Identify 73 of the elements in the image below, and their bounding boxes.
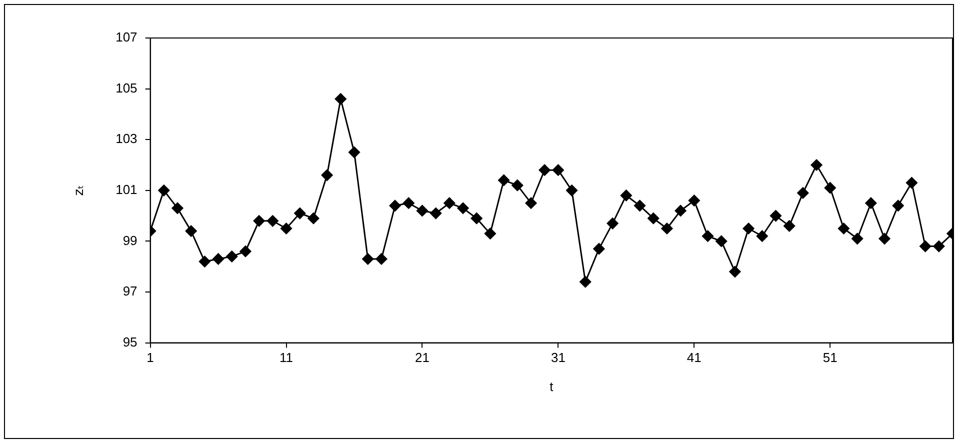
point bbox=[158, 184, 170, 196]
x-tick-label: 31 bbox=[550, 350, 566, 366]
point bbox=[566, 184, 578, 196]
point bbox=[362, 253, 374, 265]
point bbox=[634, 200, 646, 212]
point bbox=[348, 146, 360, 158]
y-tick-label: 107 bbox=[116, 30, 138, 45]
y-tick-label: 103 bbox=[116, 131, 138, 146]
point bbox=[457, 202, 469, 214]
point bbox=[742, 222, 754, 234]
point bbox=[538, 164, 550, 176]
point bbox=[593, 243, 605, 255]
point bbox=[688, 194, 700, 206]
point bbox=[865, 197, 877, 209]
x-axis-title: t bbox=[550, 378, 554, 394]
x-tick-label: 41 bbox=[686, 350, 702, 366]
point bbox=[878, 232, 890, 244]
point bbox=[444, 197, 456, 209]
point bbox=[484, 228, 496, 240]
point bbox=[280, 222, 292, 234]
point bbox=[430, 208, 442, 220]
x-tick-label: 21 bbox=[414, 350, 430, 366]
point bbox=[661, 222, 673, 234]
y-axis-title: zₜ bbox=[72, 184, 88, 196]
point bbox=[716, 235, 728, 247]
point bbox=[852, 232, 864, 244]
point bbox=[770, 210, 782, 222]
point bbox=[784, 220, 796, 232]
point bbox=[266, 215, 278, 227]
point bbox=[294, 208, 306, 220]
point bbox=[824, 182, 836, 194]
point bbox=[674, 204, 686, 216]
point bbox=[334, 93, 346, 105]
point bbox=[702, 230, 714, 242]
point bbox=[498, 174, 510, 186]
point bbox=[525, 197, 537, 209]
point bbox=[389, 200, 401, 212]
point bbox=[172, 202, 184, 214]
point bbox=[240, 246, 252, 258]
point bbox=[933, 240, 945, 252]
point bbox=[512, 180, 524, 192]
y-tick-label: 99 bbox=[122, 232, 138, 248]
point bbox=[321, 169, 333, 181]
point bbox=[552, 164, 564, 176]
point bbox=[416, 204, 428, 216]
point bbox=[212, 253, 224, 265]
point bbox=[470, 212, 482, 224]
x-tick-label: 1 bbox=[146, 350, 154, 366]
point bbox=[906, 177, 918, 189]
x-tick-label: 51 bbox=[822, 350, 838, 366]
x-tick-label: 11 bbox=[280, 350, 294, 366]
point bbox=[185, 225, 197, 237]
point bbox=[920, 240, 932, 252]
y-tick-label: 97 bbox=[122, 284, 138, 299]
point bbox=[797, 187, 809, 199]
point bbox=[580, 276, 592, 288]
point bbox=[648, 212, 660, 224]
point bbox=[308, 212, 320, 224]
point bbox=[606, 218, 618, 230]
point bbox=[838, 222, 850, 234]
point bbox=[756, 230, 768, 242]
point bbox=[376, 253, 388, 265]
point bbox=[402, 197, 414, 209]
point bbox=[226, 250, 238, 262]
point bbox=[729, 266, 741, 278]
point bbox=[253, 215, 265, 227]
point bbox=[198, 256, 210, 268]
y-tick-label: 101 bbox=[116, 182, 138, 197]
point bbox=[620, 190, 632, 202]
y-tick-label: 105 bbox=[116, 80, 138, 96]
y-tick-label: 95 bbox=[122, 334, 138, 350]
point bbox=[810, 159, 822, 171]
point bbox=[892, 200, 904, 212]
